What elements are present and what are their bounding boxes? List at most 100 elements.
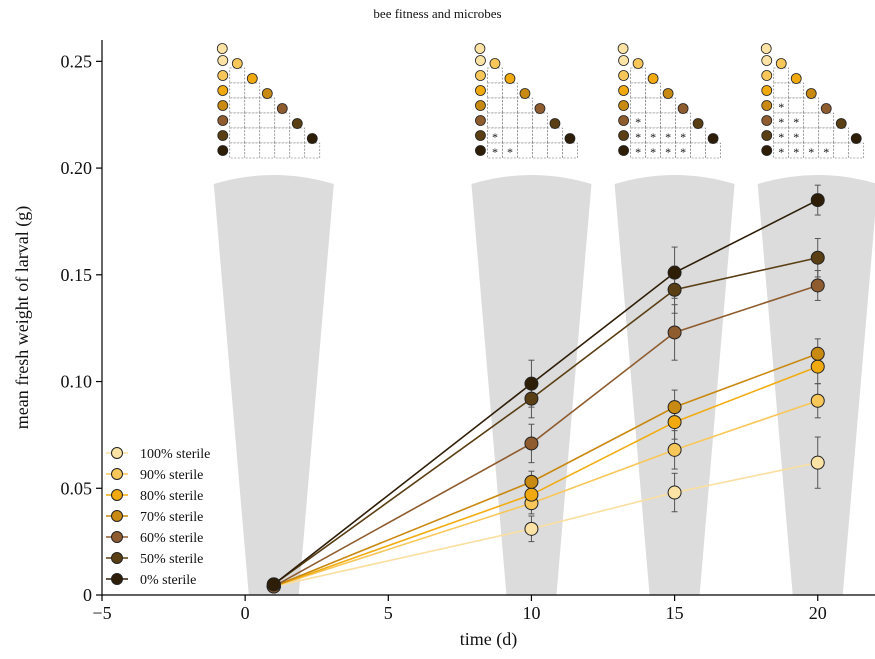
x-tick-label: 15 — [666, 603, 684, 623]
series-line — [273, 365, 819, 588]
inset-marker — [475, 85, 486, 96]
data-point — [667, 325, 682, 340]
inset-marker — [618, 100, 629, 111]
inset-diagonal-marker — [291, 118, 303, 129]
data-point — [810, 455, 825, 470]
inset-marker — [217, 70, 229, 81]
inset-marker — [618, 85, 629, 96]
inset-diagonal-marker — [231, 58, 243, 69]
data-point — [667, 485, 682, 500]
inset-cell — [773, 67, 790, 84]
inset-cell — [833, 127, 850, 144]
series-line — [273, 284, 818, 588]
data-point — [667, 442, 682, 457]
inset-marker — [475, 70, 486, 81]
inset-marker — [761, 70, 773, 81]
inset-cell — [259, 142, 276, 159]
significance-star: * — [650, 145, 656, 159]
significance-star: * — [665, 130, 671, 144]
significance-star: * — [778, 115, 784, 129]
inset-marker — [618, 70, 629, 81]
legend-label: 80% sterile — [140, 489, 203, 504]
legend-marker — [111, 489, 123, 501]
inset-marker — [618, 55, 629, 66]
x-tick-label: 0 — [241, 603, 250, 623]
series-line — [273, 399, 819, 588]
significance-star: * — [793, 115, 799, 129]
inset-cell — [502, 97, 518, 114]
inset-diagonal-marker — [474, 43, 486, 54]
inset-cell — [487, 112, 503, 129]
data-point — [810, 346, 825, 361]
inset-cell — [788, 82, 805, 99]
data-point — [524, 391, 539, 406]
data-point — [524, 376, 539, 391]
inset-diagonal-marker — [790, 73, 802, 84]
inset-marker — [618, 130, 629, 141]
inset-diagonal-marker — [805, 88, 817, 99]
significance-inset: ********* — [617, 43, 721, 159]
inset-cell — [259, 97, 276, 114]
inset-marker — [217, 100, 229, 111]
inset-cell — [517, 112, 533, 129]
inset-diagonal-marker — [489, 58, 501, 69]
inset-diagonal-marker — [707, 133, 719, 144]
inset-cell — [690, 127, 706, 144]
data-point — [524, 521, 539, 536]
figure-title: bee fitness and microbes — [373, 6, 502, 21]
inset-cell — [562, 142, 578, 159]
inset-diagonal-marker — [760, 43, 772, 54]
inset-diagonal-marker — [677, 103, 689, 114]
inset-marker — [618, 145, 629, 156]
legend-label: 100% sterile — [140, 447, 210, 462]
inset-cell — [690, 142, 706, 159]
data-point — [810, 393, 825, 408]
inset-marker — [475, 100, 486, 111]
inset-diagonal-marker — [835, 118, 847, 129]
inset-marker — [475, 115, 486, 126]
inset-cell — [803, 112, 820, 129]
inset-cell — [517, 97, 533, 114]
inset-cell — [517, 127, 533, 144]
inset-cell — [502, 82, 518, 99]
data-point — [524, 487, 539, 502]
y-tick-label: 0.05 — [61, 478, 93, 498]
inset-diagonal-marker — [549, 118, 561, 129]
funnel-background — [757, 175, 875, 595]
significance-star: * — [635, 115, 641, 129]
y-tick-label: 0.15 — [61, 265, 93, 285]
inset-cell — [532, 112, 548, 129]
x-axis-label: time (d) — [460, 629, 517, 650]
inset-marker — [217, 145, 229, 156]
funnel-background — [614, 175, 735, 595]
data-point — [266, 577, 281, 592]
inset-cell — [833, 142, 850, 159]
significance-star: * — [635, 145, 641, 159]
data-point — [667, 282, 682, 297]
significance-inset: ** * — [474, 43, 578, 159]
data-point — [667, 265, 682, 280]
inset-cell — [487, 82, 503, 99]
significance-star: * — [665, 145, 671, 159]
significance-star: * — [492, 145, 498, 159]
significance-star: * — [808, 145, 814, 159]
legend-label: 90% sterile — [140, 468, 203, 483]
inset-cell — [229, 112, 246, 129]
inset-cell — [803, 127, 820, 144]
inset-cell — [803, 97, 820, 114]
y-tick-label: 0.25 — [61, 51, 93, 71]
inset-cell — [289, 127, 306, 144]
legend-label: 70% sterile — [140, 510, 203, 525]
data-points — [266, 193, 825, 594]
inset-marker — [618, 115, 629, 126]
series-lines — [273, 199, 819, 588]
series-line — [273, 199, 819, 585]
inset-cell — [244, 142, 261, 159]
significance-star: * — [680, 130, 686, 144]
y-tick-label: 0.20 — [61, 158, 93, 178]
inset-diagonal-marker — [632, 58, 644, 69]
legend-marker — [111, 468, 123, 480]
series-line — [273, 353, 819, 588]
legend-label: 0% sterile — [140, 573, 196, 588]
